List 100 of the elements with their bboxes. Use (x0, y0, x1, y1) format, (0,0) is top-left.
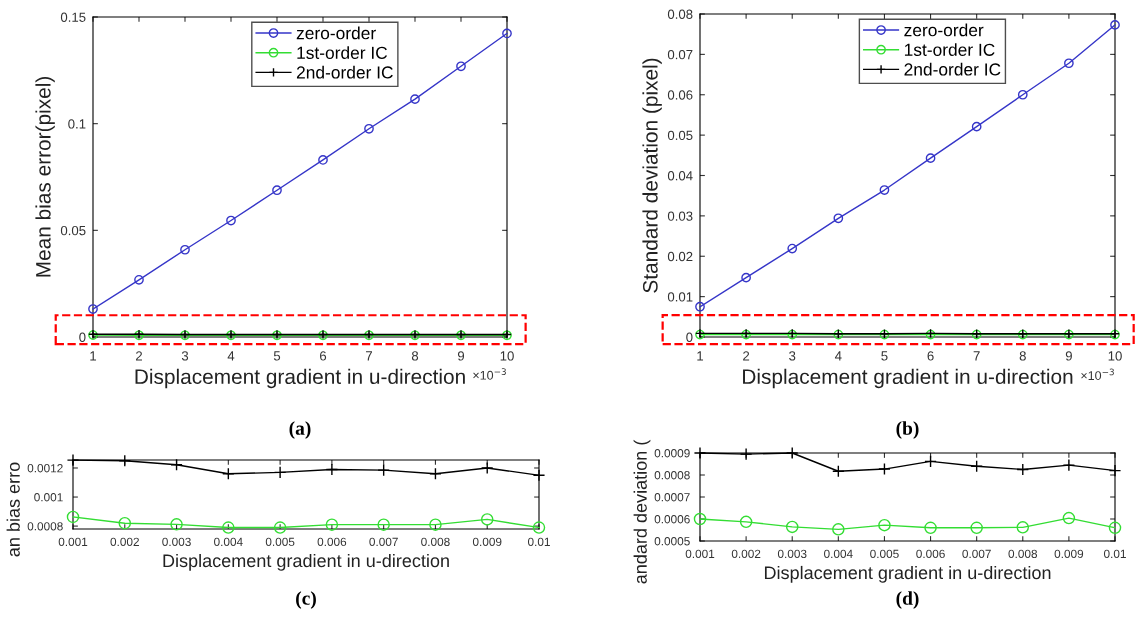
point (1062, 458, 1076, 472)
x-axis-title: Displacement gradient in u-direction (163, 553, 449, 571)
y-tick-label: 0.07 (667, 49, 693, 60)
x-tick-label: 0.006 (916, 549, 945, 558)
y-tick-label: 0.0009 (654, 449, 690, 458)
point (739, 447, 753, 461)
point (1016, 463, 1030, 476)
x-tick-label: 5 (881, 351, 888, 361)
x-tick-label: 0.002 (110, 537, 139, 546)
y-tick-label: 0.06 (667, 90, 693, 100)
point (118, 454, 132, 467)
y-axis-title: andard deviation ( (633, 439, 651, 584)
point (1062, 511, 1076, 525)
x-tick-label: 0.005 (265, 537, 295, 546)
point (693, 446, 707, 460)
point (226, 215, 236, 226)
y-tick-label: 0.08 (667, 9, 693, 19)
point (785, 446, 799, 460)
y-tick-label: 0.001 (34, 493, 63, 502)
point (1108, 464, 1122, 477)
point (971, 121, 982, 132)
x-tick-label: 0.009 (472, 537, 502, 546)
point (924, 455, 937, 468)
x-tick-label: 0.009 (1054, 549, 1084, 558)
x-tick-label: 7 (973, 351, 980, 361)
x-tick-label: 4 (834, 351, 842, 361)
x-tick-label: 0.008 (1008, 549, 1038, 558)
point (1017, 89, 1028, 100)
point (222, 521, 235, 534)
point (118, 516, 132, 530)
x-tick-label: 0.001 (685, 549, 715, 558)
y-tick-label: 0.0006 (654, 515, 690, 524)
x-tick-label: 8 (1019, 351, 1026, 361)
point (170, 458, 183, 472)
x-tick-label: 0.004 (824, 549, 853, 558)
y-tick-label: 0.0008 (654, 471, 690, 480)
point (970, 459, 983, 473)
x-tick-label: 3 (181, 351, 189, 361)
y-tick-label: 0.0012 (27, 464, 63, 473)
text: (a) (289, 421, 311, 439)
point (532, 521, 546, 534)
point (318, 155, 328, 165)
legend-label: 1st-order IC (904, 43, 995, 56)
x-tick-label: 0.004 (214, 537, 243, 546)
y-axis-title: Standard deviation (pixel) (642, 58, 662, 293)
y-tick-label: 0.02 (667, 251, 693, 262)
y-axis-title: Mean bias error(pixel) (35, 76, 55, 277)
text: (c) (296, 591, 316, 609)
point (480, 513, 494, 526)
legend-label: 2nd-order IC (296, 65, 393, 79)
legend-label: 2nd-order IC (904, 62, 1001, 76)
y-tick-label: 0.1 (68, 119, 86, 129)
point (377, 463, 390, 477)
y-tick-label: 0.15 (60, 12, 86, 22)
x-tick-label: 0.006 (317, 537, 347, 546)
legend-label: 1st-order IC (297, 46, 388, 59)
text: ×10$^{−3}$ (1081, 368, 1114, 380)
point (1064, 58, 1074, 69)
point (787, 243, 798, 254)
legend-label: zero-order (904, 23, 984, 37)
point (878, 462, 891, 476)
point (532, 469, 546, 482)
x-tick-label: 0.01 (527, 537, 550, 546)
point (272, 185, 282, 196)
x-tick-label: 0.008 (421, 537, 450, 546)
point (134, 274, 144, 285)
x-tick-label: 6 (320, 351, 327, 361)
x-tick-label: 2 (743, 351, 750, 361)
y-tick-label: 0.03 (667, 211, 693, 221)
x-tick-label: 0.003 (777, 549, 807, 558)
point (924, 521, 937, 535)
text: ×10$^{−3}$ (473, 368, 506, 380)
x-tick-label: 4 (227, 351, 235, 361)
point (325, 518, 339, 531)
point (410, 94, 420, 104)
x-tick-label: 10 (500, 351, 514, 361)
point (170, 518, 183, 531)
point (273, 466, 287, 479)
x-axis-title: Displacement gradient in u-direction (135, 368, 465, 389)
x-tick-label: 0.002 (731, 549, 761, 558)
y-tick-label: 0.04 (667, 171, 693, 181)
point (66, 453, 80, 467)
point (480, 461, 494, 475)
point (502, 28, 512, 39)
point (785, 520, 799, 534)
point (377, 518, 390, 531)
point (879, 185, 890, 195)
point (832, 465, 845, 478)
point (222, 467, 235, 481)
x-tick-label: 2 (136, 351, 143, 361)
x-tick-label: 0.007 (962, 549, 991, 558)
point (1110, 20, 1120, 30)
point (273, 521, 287, 534)
x-tick-label: 1 (90, 351, 97, 361)
point (1016, 521, 1030, 534)
x-tick-label: 8 (411, 351, 419, 361)
x-tick-label: 5 (273, 351, 281, 361)
point (456, 61, 466, 72)
x-tick-label: 10 (1108, 351, 1122, 361)
legend-label: zero-order (296, 26, 376, 40)
